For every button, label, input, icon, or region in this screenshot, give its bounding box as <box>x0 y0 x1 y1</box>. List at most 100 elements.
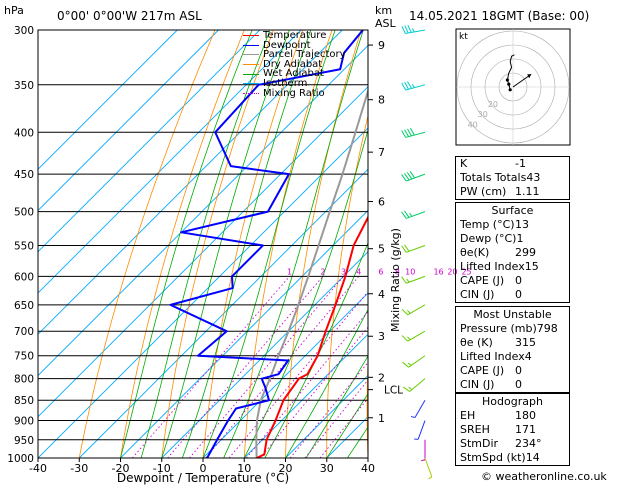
wind-barb-flag <box>401 335 409 342</box>
value: 13 <box>515 218 529 231</box>
surface-theta-e-row: θe(K) 299 <box>456 246 569 260</box>
wind-barb <box>414 420 426 440</box>
wind-barb-shaft <box>407 330 426 342</box>
wind-barb-shaft <box>407 304 426 316</box>
temperature-tick-label: -10 <box>153 462 171 475</box>
mixing-ratio-line <box>246 310 368 458</box>
pressure-tick-label: 850 <box>14 395 34 407</box>
legend: Temperature Dewpoint Parcel Trajectory D… <box>243 31 346 98</box>
value: 234° <box>515 437 542 450</box>
background-lines <box>38 30 629 458</box>
wind-barb-flag <box>401 26 406 34</box>
value: 315 <box>515 336 536 349</box>
legend-label: Dry Adiabat <box>263 58 323 70</box>
legend-swatch <box>243 73 259 75</box>
label: Lifted Index <box>460 260 525 273</box>
wind-barb <box>401 304 426 316</box>
wind-barb-flag <box>402 386 410 392</box>
wind-barb-shaft <box>409 378 426 392</box>
pressure-tick-label: 300 <box>14 25 34 37</box>
label: CIN (J) <box>460 288 495 301</box>
isotherm-line <box>38 30 178 170</box>
height-tick-label: 2 <box>378 371 385 384</box>
value: 1.11 <box>515 185 540 198</box>
dry-adiabat-line <box>366 352 368 458</box>
temperature-tick-label: 10 <box>237 462 251 475</box>
wet-adiabat-line <box>305 355 368 458</box>
wind-barb-flag <box>404 244 410 252</box>
temperature-tick-label: -30 <box>70 462 88 475</box>
mu-theta-e-row: θe (K) 315 <box>456 336 569 350</box>
wind-barb <box>421 439 426 462</box>
pressure-tick-label: 500 <box>14 207 34 219</box>
km-label: km <box>375 4 392 17</box>
most-unstable-title: Most Unstable <box>473 308 552 321</box>
value: 14 <box>525 451 540 464</box>
wind-barb-flag <box>404 129 410 137</box>
label: Temp (°C) <box>460 218 515 231</box>
sounding-profiles <box>169 30 368 458</box>
legend-item-wet-adiabat: Wet Adiabat <box>243 69 346 79</box>
label: StmSpd (kt) <box>460 451 526 464</box>
wind-barb-flag <box>404 173 410 181</box>
mixing-ratio-tick-label: 25 <box>461 267 471 276</box>
surface-cin-row: CIN (J) 0 <box>456 288 569 302</box>
legend-swatch <box>243 92 259 94</box>
wind-barb-flag <box>407 336 411 341</box>
legend-label: Mixing Ratio <box>263 87 325 99</box>
wind-barb <box>401 210 426 219</box>
asl-label: ASL <box>375 17 397 30</box>
wind-barb-flag <box>409 212 413 217</box>
height-tick-label: 7 <box>378 146 385 159</box>
wind-barb <box>401 330 426 342</box>
wind-barb-flag <box>407 310 411 314</box>
wind-barb-flag <box>407 128 412 137</box>
mixing-ratio-tick-label: 1 <box>287 267 292 276</box>
wind-barb-flag <box>401 308 409 316</box>
wind-barb-flag <box>402 361 409 368</box>
value: 798 <box>536 322 558 335</box>
hodograph-kt-label: kt <box>459 32 468 42</box>
height-tick-label: 4 <box>378 288 385 301</box>
legend-item-parcel: Parcel Trajectory <box>243 50 346 60</box>
pw-row: PW (cm) 1.11 <box>456 185 569 199</box>
pressure-tick-label: 1000 <box>7 453 34 465</box>
stmdir-row: StmDir 234° <box>456 437 569 451</box>
value: 180 <box>515 409 536 422</box>
label: Lifted Index <box>460 350 525 363</box>
wind-barb-flag <box>404 82 410 90</box>
x-axis-title: Dewpoint / Temperature (°C) <box>117 471 289 485</box>
legend-item-dry-adiabat: Dry Adiabat <box>243 58 346 70</box>
pressure-tick-label: 800 <box>14 374 34 386</box>
wind-barb-shaft <box>405 29 426 34</box>
value: 4 <box>524 350 532 363</box>
label: CAPE (J) <box>460 364 505 377</box>
hodograph-point <box>505 78 509 82</box>
pressure-tick-label: 650 <box>14 300 34 312</box>
wind-barb-flag <box>401 130 407 138</box>
legend-swatch <box>243 64 259 66</box>
label: CAPE (J) <box>460 274 505 287</box>
copyright: © weatheronline.co.uk <box>481 470 607 483</box>
label: PW (cm) <box>460 185 507 198</box>
dewpoint-line <box>169 30 364 458</box>
height-tick-label: 9 <box>378 39 385 52</box>
wind-barb-flag <box>407 362 412 366</box>
hpa-label: hPa <box>4 4 24 17</box>
hodograph-table: Hodograph EH 180 SREH 171 StmDir 234° StmSp… <box>455 393 570 466</box>
mixing-ratio-line <box>228 291 368 458</box>
isotherm-line <box>38 30 343 335</box>
pressure-tick-label: 900 <box>14 416 34 428</box>
legend-swatch <box>243 44 259 46</box>
pressure-tick-label: 600 <box>14 271 34 283</box>
lcl-label: LCL <box>384 385 403 397</box>
temperature-tick-label: 40 <box>361 462 375 475</box>
isotherm-line <box>243 333 368 458</box>
legend-swatch <box>243 35 259 37</box>
pressure-axis: 300 350 400 450 500 550 600 650 700 750 800 850 900 9… <box>7 25 34 465</box>
pressure-tick-label: 350 <box>14 80 34 92</box>
wind-barb-flag <box>404 210 410 218</box>
dry-adiabat-line <box>618 30 629 458</box>
wind-barb-flag <box>411 416 416 419</box>
